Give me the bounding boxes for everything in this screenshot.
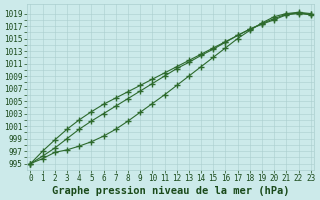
X-axis label: Graphe pression niveau de la mer (hPa): Graphe pression niveau de la mer (hPa) (52, 186, 289, 196)
